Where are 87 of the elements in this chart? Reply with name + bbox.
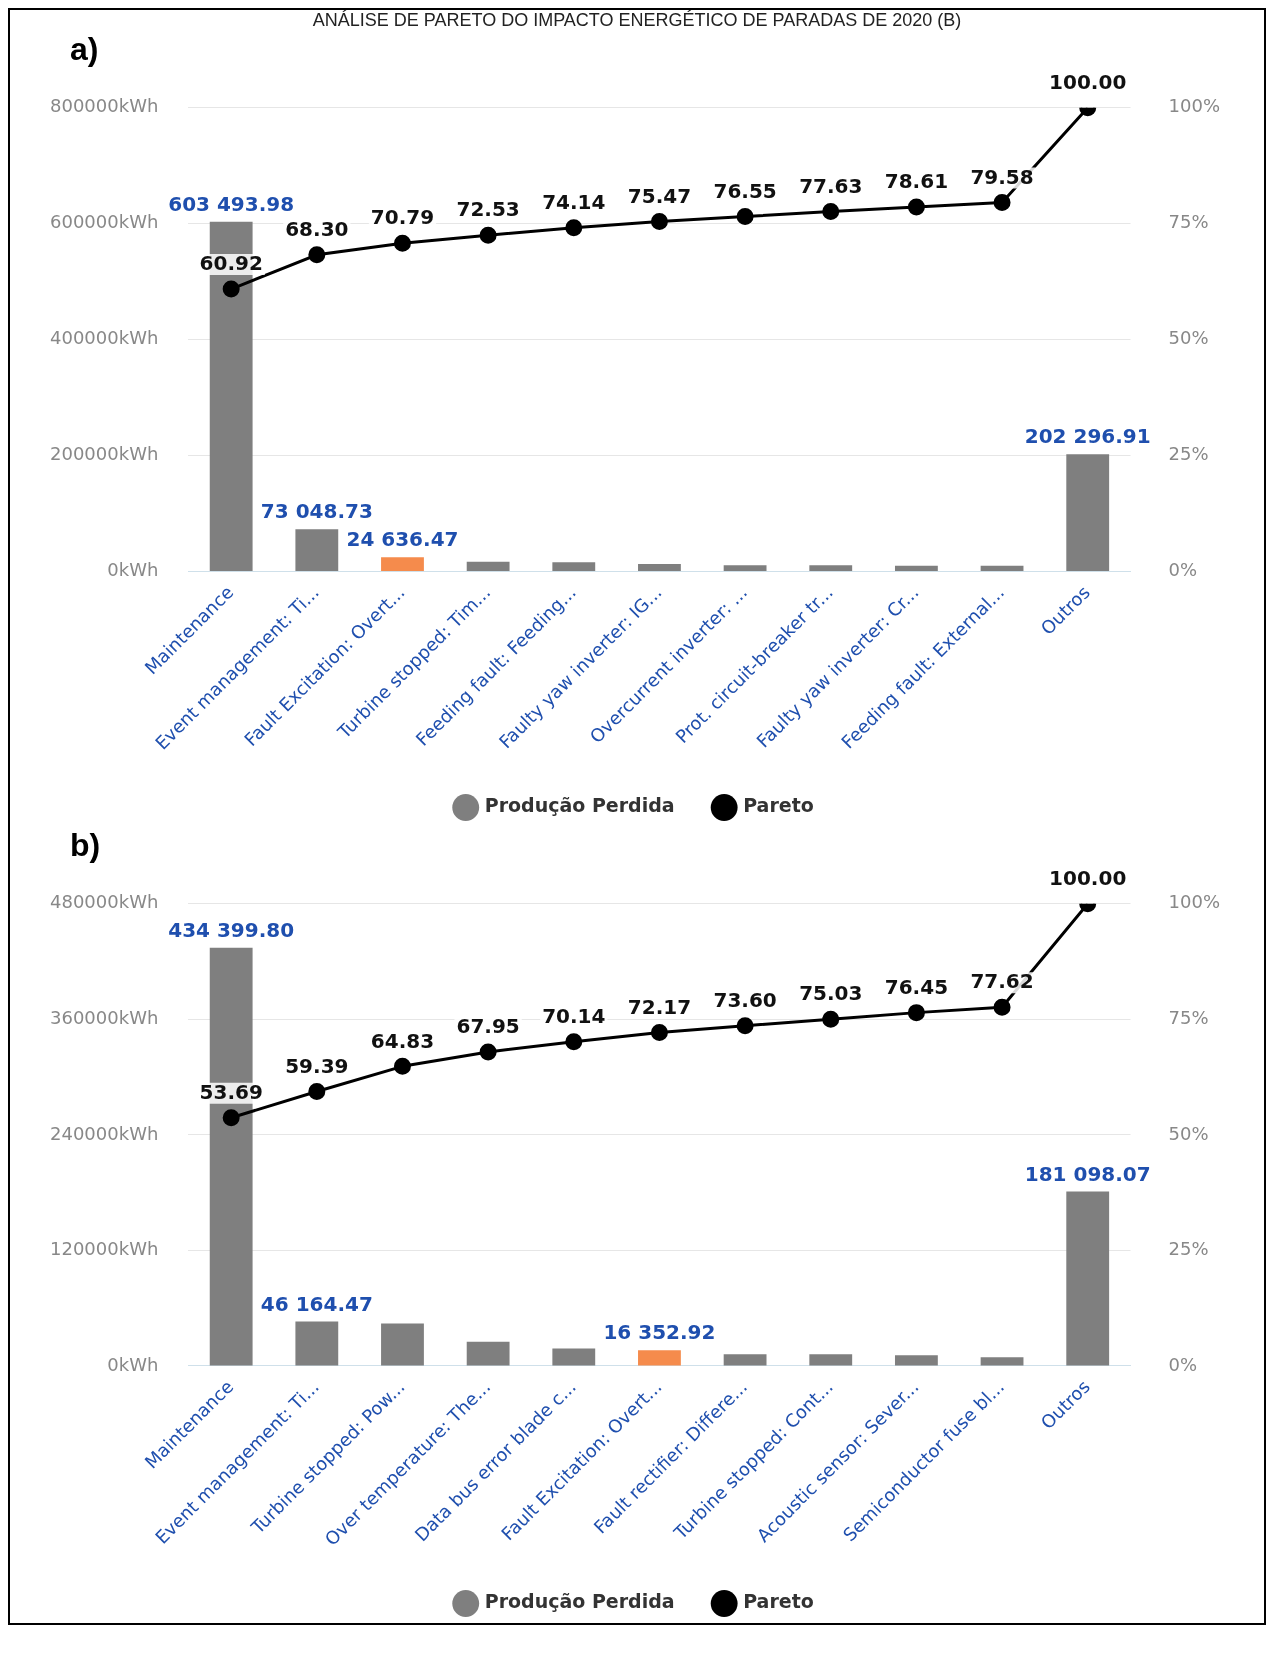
data-label: 67.95: [456, 1014, 520, 1039]
chart-subtitle: b): [69, 827, 102, 863]
y-tick-label: 200000kWh: [50, 443, 159, 465]
legend-label: Produção Perdida: [484, 1590, 675, 1613]
data-label: 64.83: [370, 1028, 435, 1053]
data-label: 77.62: [970, 969, 1034, 994]
data-label: 181 098.07: [1024, 1161, 1151, 1186]
y-tick-label: 400000kWh: [50, 327, 159, 349]
legend-label: Pareto: [743, 1590, 814, 1613]
bar: [809, 1354, 853, 1366]
y-tick-label: 120000kWh: [50, 1238, 159, 1260]
point: [222, 1109, 240, 1127]
data-label: 78.61: [884, 169, 949, 194]
data-label: 434 399.80: [168, 917, 295, 942]
data-label: 603 493.98: [168, 191, 295, 216]
y2-tick-label: 100%: [1168, 891, 1221, 913]
bar: [466, 561, 510, 572]
bar: [894, 1355, 938, 1366]
data-label: 73 048.73: [260, 499, 373, 524]
point: [907, 1004, 925, 1022]
y2-tick-label: 50%: [1168, 327, 1209, 349]
bar: [552, 1348, 596, 1366]
bar: [638, 1350, 681, 1366]
y-tick-label: 240000kWh: [50, 1122, 159, 1144]
point: [308, 1082, 326, 1100]
y-tick-label: 480000kWh: [50, 891, 159, 913]
data-label: 46 164.47: [260, 1291, 373, 1316]
bar: [1066, 1191, 1110, 1366]
point: [736, 1017, 754, 1035]
y2-tick-label: 75%: [1168, 211, 1209, 233]
data-label: 77.63: [799, 173, 863, 198]
data-label: 16 352.92: [603, 1320, 716, 1345]
bar: [980, 1357, 1024, 1366]
data-label: 72.53: [456, 197, 520, 222]
data-label: 76.45: [884, 974, 949, 999]
data-label: 60.92: [199, 251, 263, 276]
data-label: 53.69: [199, 1080, 263, 1105]
data-label: 70.14: [542, 1003, 606, 1028]
y-tick-label: 360000kWh: [50, 1007, 159, 1028]
y2-tick-label: 75%: [1168, 1007, 1209, 1028]
y2-tick-label: 25%: [1168, 443, 1209, 465]
data-label: 75.47: [627, 183, 692, 208]
point: [393, 1057, 411, 1075]
bar: [1066, 454, 1110, 572]
data-label: 24 636.47: [346, 527, 459, 552]
legend-label: Produção Perdida: [484, 794, 675, 817]
point: [993, 998, 1011, 1016]
point: [650, 1023, 668, 1041]
point: [479, 1043, 497, 1061]
bar: [894, 565, 938, 572]
bar: [809, 565, 853, 572]
data-label: 75.03: [799, 981, 863, 1006]
bar: [295, 1321, 339, 1366]
data-label: 72.17: [627, 994, 692, 1019]
bar: [723, 565, 767, 572]
bar: [381, 1323, 424, 1366]
bar: [466, 1341, 510, 1366]
chart-title: ANÁLISE DE PARETO DO IMPACTO ENERGÉTICO DE PARADAS DE 2020 (B): [311, 10, 963, 31]
y2-tick-label: 50%: [1168, 1122, 1209, 1144]
bar: [980, 565, 1024, 572]
data-label: 202 296.91: [1024, 424, 1151, 449]
bar: [638, 564, 681, 572]
data-label: 100.00: [1049, 866, 1127, 890]
y2-tick-label: 25%: [1168, 1238, 1209, 1260]
bar: [381, 557, 424, 572]
bar: [295, 529, 339, 572]
y-tick-label: 0kWh: [107, 559, 159, 581]
y2-tick-label: 100%: [1168, 95, 1221, 117]
data-label: 79.58: [970, 164, 1034, 189]
data-label: 74.14: [542, 189, 606, 214]
data-label: 100.00: [1049, 70, 1127, 94]
legend-label: Pareto: [743, 794, 814, 817]
chart-subtitle: a): [69, 31, 100, 67]
y2-tick-label: 0%: [1168, 1353, 1198, 1375]
point: [565, 1033, 583, 1051]
bar: [552, 562, 596, 572]
y-tick-label: 800000kWh: [50, 95, 159, 117]
data-label: 59.39: [285, 1053, 349, 1078]
y-tick-label: 600000kWh: [50, 211, 159, 233]
y-tick-label: 0kWh: [107, 1353, 159, 1375]
y2-tick-label: 0%: [1168, 559, 1198, 581]
data-label: 76.55: [713, 178, 777, 203]
data-label: 70.79: [370, 205, 435, 230]
data-label: 68.30: [285, 217, 349, 242]
point: [822, 1010, 840, 1028]
data-label: 73.60: [713, 988, 777, 1012]
bar: [723, 1354, 767, 1366]
